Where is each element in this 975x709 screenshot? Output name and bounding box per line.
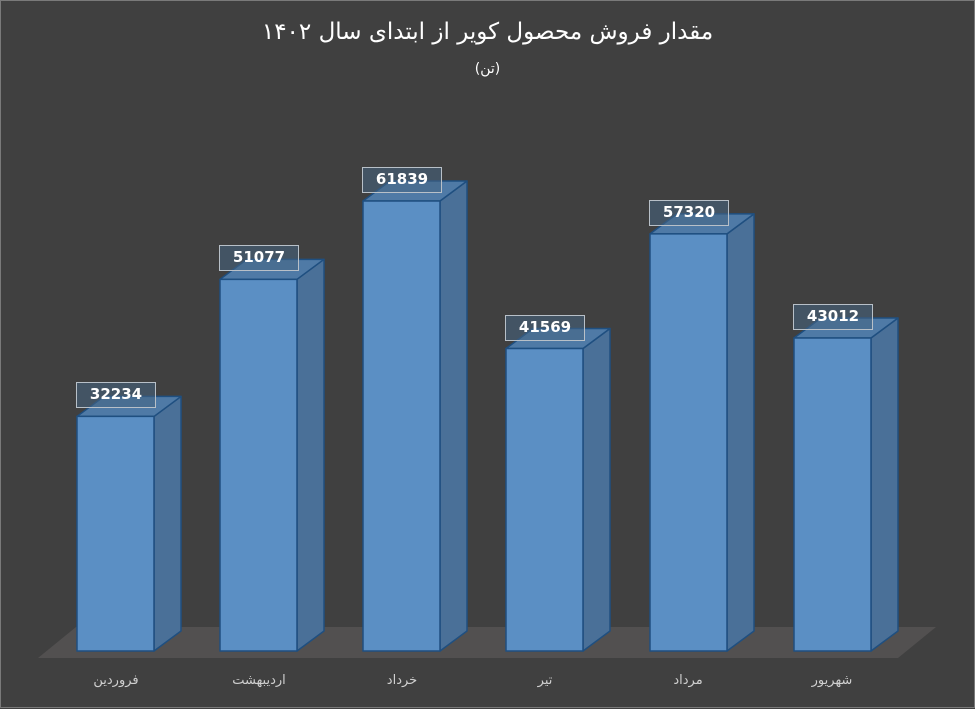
x-label-khordad: خرداد	[386, 673, 418, 688]
chart-subtitle: (تن)	[474, 61, 501, 77]
chart-title: مقدار فروش محصول کویر از ابتدای سال ۱۴۰۲	[261, 19, 714, 45]
x-label-shahrivar: شهریور	[811, 673, 853, 688]
x-label-ordibehesht: اردیبهشت	[232, 673, 286, 688]
bar-front	[219, 278, 298, 652]
data-label-tir: 41569	[505, 314, 585, 341]
bar-front	[649, 233, 728, 652]
data-label-shahrivar: 43012	[793, 304, 873, 330]
bars-group	[76, 180, 899, 652]
x-label-farvardin: فروردین	[93, 673, 139, 688]
bar-side	[153, 395, 182, 652]
bar-front	[76, 415, 155, 652]
bar-side	[726, 213, 755, 652]
x-label-tir: تیر	[537, 673, 553, 688]
bar-side	[870, 317, 899, 652]
data-label-ordibehesht: 51077	[219, 245, 299, 272]
bar-front	[793, 337, 872, 652]
data-label-khordad: 61839	[362, 167, 442, 193]
bar-side	[439, 180, 468, 652]
bar-side	[296, 258, 325, 652]
bar-front	[362, 200, 441, 652]
data-label-farvardin: 32234	[76, 382, 156, 409]
x-label-mordad: مرداد	[673, 673, 703, 688]
bar-side	[582, 327, 611, 652]
bar-front	[505, 347, 584, 652]
data-label-mordad: 57320	[649, 199, 729, 226]
